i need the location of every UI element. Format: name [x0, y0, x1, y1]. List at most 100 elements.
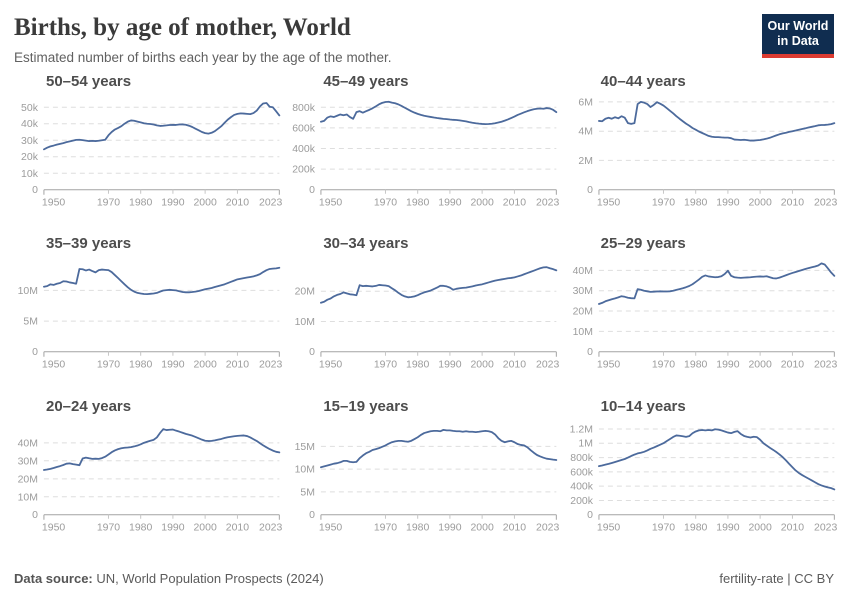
x-tick-label: 1980: [684, 523, 707, 534]
y-tick-label: 1M: [578, 439, 593, 450]
x-tick-label: 2023: [259, 197, 282, 208]
y-tick-label: 10M: [18, 492, 38, 503]
header-text: Births, by age of mother, World Estimate…: [14, 14, 391, 65]
y-tick-label: 0: [32, 347, 38, 358]
x-tick-label: 2010: [780, 197, 803, 208]
x-tick-label: 1970: [651, 523, 674, 534]
x-tick-label: 1990: [161, 197, 184, 208]
x-tick-label: 1970: [97, 360, 120, 371]
x-tick-label: 2010: [226, 523, 249, 534]
x-tick-label: 2000: [193, 523, 216, 534]
x-tick-label: 1990: [439, 523, 462, 534]
y-tick-label: 400k: [293, 143, 316, 154]
y-tick-label: 5M: [23, 317, 38, 328]
x-tick-label: 1950: [42, 197, 65, 208]
y-tick-label: 200k: [293, 164, 316, 175]
facet-20-24-years: 20–24 years 0 10M 20M 30M 40M 1950 1970 1980 1990…: [14, 398, 285, 549]
x-tick-label: 1980: [406, 197, 429, 208]
facet-50-54-years: 50–54 years 0 10k 20k 30k 40k 50k 1950 1970 1980 1…: [14, 73, 285, 224]
x-tick-label: 2023: [814, 523, 837, 534]
x-tick-label: 2000: [748, 523, 771, 534]
x-tick-label: 2000: [471, 197, 494, 208]
y-tick-label: 1.2M: [569, 424, 592, 435]
x-tick-label: 1980: [684, 360, 707, 371]
x-tick-label: 1950: [42, 523, 65, 534]
chart-35-39-years: 0 5M 10M 1950 1970 1980 1990 2000 2010 2023: [18, 267, 283, 371]
y-tick-label: 0: [309, 185, 315, 196]
y-tick-label: 10M: [572, 327, 592, 338]
y-tick-label: 20M: [18, 474, 38, 485]
x-tick-label: 1990: [161, 360, 184, 371]
y-tick-label: 40M: [572, 266, 592, 277]
x-tick-label: 2000: [471, 523, 494, 534]
x-tick-label: 1990: [439, 197, 462, 208]
facet-title: 45–49 years: [323, 72, 409, 90]
y-tick-label: 2M: [578, 155, 593, 166]
x-tick-label: 2000: [748, 197, 771, 208]
x-tick-label: 1980: [684, 197, 707, 208]
y-tick-label: 30M: [572, 286, 592, 297]
facet-title: 40–44 years: [600, 72, 686, 90]
footer-note: fertility-rate | CC BY: [719, 571, 834, 586]
y-tick-label: 0: [309, 347, 315, 358]
x-tick-label: 1950: [597, 360, 620, 371]
chart-15-19-years: 0 5M 10M 15M 1950 1970 1980 1990 2000 2010 2023: [295, 428, 560, 534]
page-title: Births, by age of mother, World: [14, 14, 351, 41]
chart-45-49-years: 0 200k 400k 600k 800k 1950 1970 1980 1990 2000 201…: [293, 100, 560, 208]
x-tick-label: 2010: [503, 360, 526, 371]
x-tick-label: 1970: [374, 197, 397, 208]
facet-40-44-years: 40–44 years 0 2M 4M 6M 1950 1970 1980 1990 2000 20…: [569, 73, 840, 224]
x-tick-label: 2023: [259, 360, 282, 371]
x-tick-label: 1950: [319, 360, 342, 371]
x-tick-label: 2010: [780, 360, 803, 371]
x-tick-label: 2010: [226, 360, 249, 371]
y-tick-label: 10k: [21, 168, 39, 179]
x-tick-label: 1970: [651, 360, 674, 371]
y-tick-label: 10M: [295, 465, 315, 476]
y-tick-label: 20M: [295, 287, 315, 298]
owid-logo[interactable]: Our World in Data: [762, 14, 834, 58]
facet-10-14-years: 10–14 years 0 200k 400k 600k 800k 1M 1.2M 1950 19…: [569, 398, 840, 549]
x-tick-label: 1970: [97, 523, 120, 534]
facet-title: 35–39 years: [46, 235, 132, 253]
x-tick-label: 1990: [161, 523, 184, 534]
y-tick-label: 0: [587, 185, 593, 196]
chart-25-29-years: 0 10M 20M 30M 40M 1950 1970 1980 1990 2000 2010 202…: [572, 262, 837, 371]
x-tick-label: 2000: [471, 360, 494, 371]
y-tick-label: 4M: [578, 126, 593, 137]
facet-title: 10–14 years: [600, 397, 686, 415]
owid-logo-line2: in Data: [777, 34, 819, 48]
facet-title: 30–34 years: [323, 235, 409, 253]
facet-35-39-years: 35–39 years 0 5M 10M 1950 1970 1980 1990 2000 201…: [14, 235, 285, 386]
y-tick-label: 0: [587, 510, 593, 521]
x-tick-label: 1970: [374, 360, 397, 371]
y-tick-label: 40M: [18, 438, 38, 449]
owid-logo-line1: Our World: [767, 19, 829, 33]
x-tick-label: 1950: [42, 360, 65, 371]
y-tick-label: 40k: [21, 119, 39, 130]
x-tick-label: 2023: [536, 523, 559, 534]
data-line: [320, 266, 558, 304]
x-tick-label: 2010: [226, 197, 249, 208]
y-tick-label: 10M: [18, 286, 38, 297]
facet-25-29-years: 25–29 years 0 10M 20M 30M 40M 1950 1970 1980 1990…: [569, 235, 840, 386]
data-line: [597, 428, 835, 491]
y-tick-label: 600k: [293, 123, 316, 134]
x-tick-label: 2023: [536, 197, 559, 208]
y-tick-label: 15M: [295, 442, 315, 453]
data-source-label: Data source:: [14, 571, 93, 586]
x-tick-label: 2000: [193, 360, 216, 371]
header: Births, by age of mother, World Estimate…: [0, 0, 850, 65]
x-tick-label: 1990: [716, 360, 739, 371]
footer: Data source: UN, World Population Prospe…: [0, 571, 850, 600]
x-tick-label: 1980: [129, 360, 152, 371]
x-tick-label: 2023: [814, 197, 837, 208]
data-source-text: UN, World Population Prospects (2024): [92, 571, 324, 586]
data-line: [597, 262, 835, 306]
x-tick-label: 2010: [780, 523, 803, 534]
x-tick-label: 1980: [129, 523, 152, 534]
x-tick-label: 2010: [503, 523, 526, 534]
data-line: [43, 267, 281, 296]
y-tick-label: 400k: [570, 481, 593, 492]
x-tick-label: 1970: [374, 523, 397, 534]
